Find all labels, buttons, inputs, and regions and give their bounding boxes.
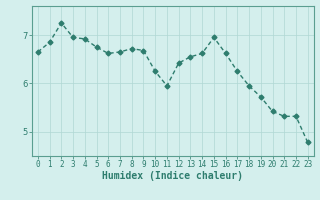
X-axis label: Humidex (Indice chaleur): Humidex (Indice chaleur) [102,171,243,181]
